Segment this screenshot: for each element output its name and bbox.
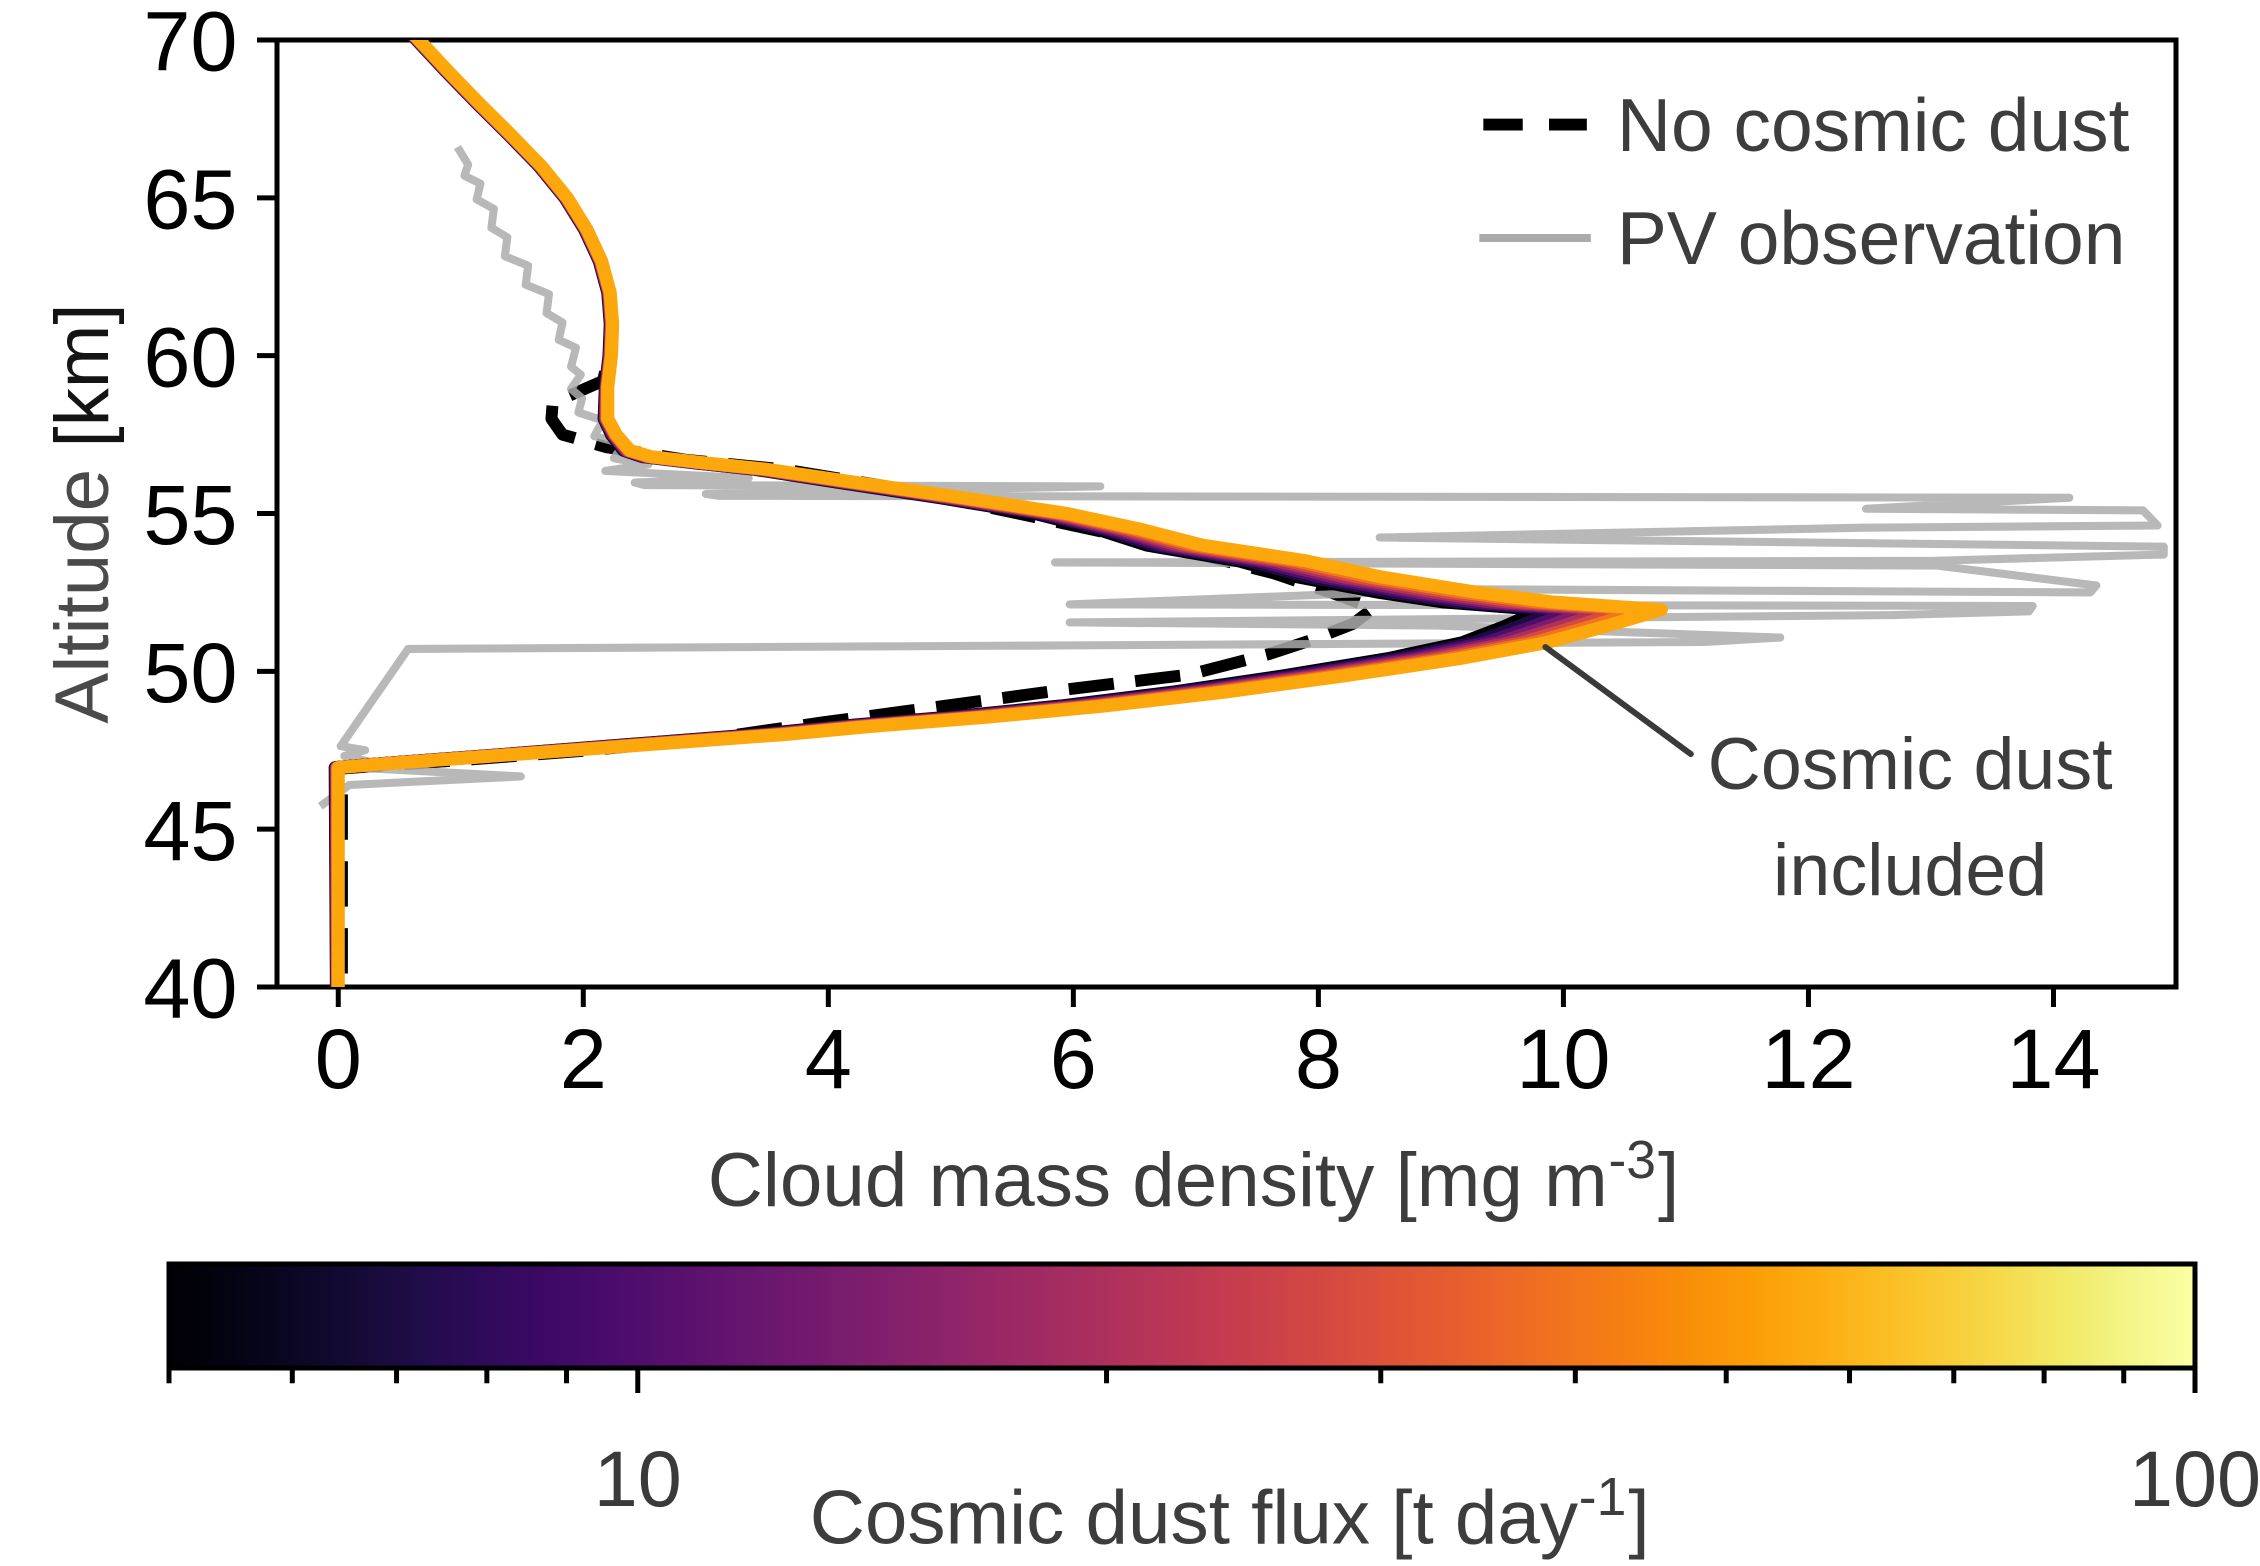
svg-text:No cosmic dust: No cosmic dust [1617, 83, 2130, 167]
svg-text:C l o u: C l o u d m a s s d e n s i t y [ m g [708, 1131, 1686, 1223]
svg-text:100: 100 [2129, 1434, 2260, 1523]
svg-text:4: 4 [805, 1011, 852, 1106]
svg-text:14: 14 [2006, 1011, 2100, 1106]
svg-text:6: 6 [1050, 1011, 1097, 1106]
svg-text:50: 50 [143, 625, 237, 720]
svg-text:65: 65 [143, 152, 237, 247]
svg-text:C o s m: C o s m i c d u s t f l u x [ t d a y [810, 1468, 1656, 1560]
svg-text:10: 10 [1516, 1011, 1610, 1106]
svg-text:45: 45 [143, 783, 237, 878]
svg-text:10: 10 [594, 1434, 682, 1523]
svg-text:2: 2 [560, 1011, 607, 1106]
svg-text:8: 8 [1295, 1011, 1342, 1106]
svg-text:55: 55 [143, 467, 237, 562]
svg-text:Altitude [km]: Altitude [km] [40, 303, 125, 723]
svg-text:Cosmic dust: Cosmic dust [1708, 722, 2113, 805]
svg-text:12: 12 [1761, 1011, 1855, 1106]
svg-text:70: 70 [143, 0, 237, 89]
svg-text:60: 60 [143, 309, 237, 404]
svg-text:included: included [1773, 828, 2047, 911]
svg-text:0: 0 [315, 1011, 362, 1106]
svg-text:PV observation: PV observation [1617, 196, 2126, 280]
svg-text:40: 40 [143, 941, 237, 1036]
